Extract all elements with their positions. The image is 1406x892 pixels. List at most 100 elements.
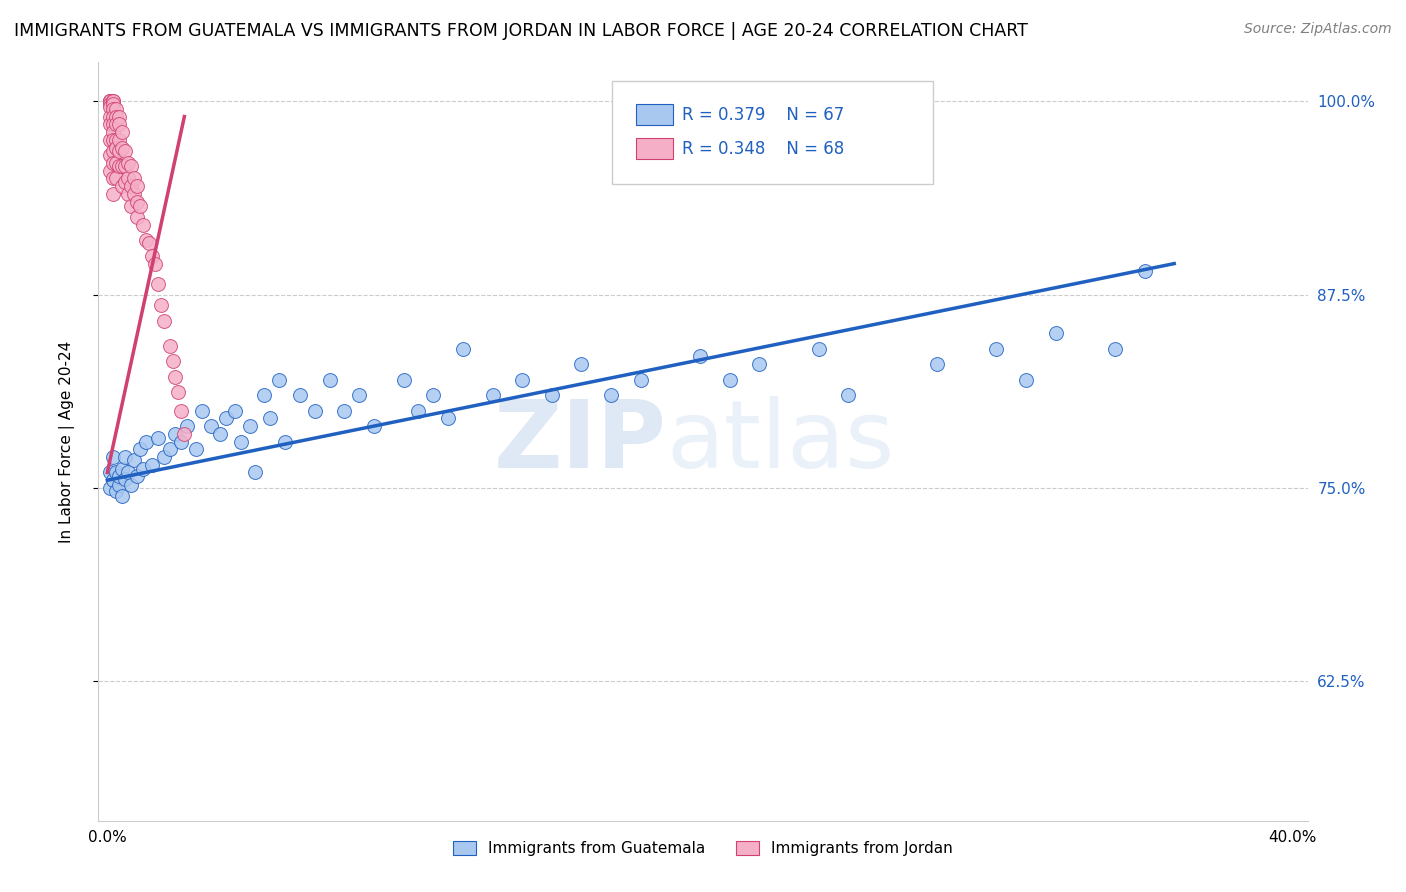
Point — [224, 403, 246, 417]
Point — [98, 133, 121, 147]
Point — [98, 117, 121, 131]
Point — [510, 373, 533, 387]
Point — [363, 419, 385, 434]
Point — [146, 432, 169, 446]
Point — [176, 419, 198, 434]
Point — [108, 117, 131, 131]
Point — [98, 97, 121, 112]
Point — [122, 171, 145, 186]
Point — [689, 350, 711, 364]
Point — [304, 403, 326, 417]
Point — [288, 388, 311, 402]
Point — [167, 384, 190, 399]
Point — [111, 125, 134, 139]
Point — [111, 179, 134, 194]
Point — [165, 426, 187, 441]
Point — [143, 257, 166, 271]
Point — [105, 140, 128, 154]
Point — [200, 419, 222, 434]
Point — [108, 478, 131, 492]
Point — [98, 481, 121, 495]
Point — [103, 133, 125, 147]
Point — [451, 342, 474, 356]
Point — [159, 338, 181, 352]
Text: IMMIGRANTS FROM GUATEMALA VS IMMIGRANTS FROM JORDAN IN LABOR FORCE | AGE 20-24 C: IMMIGRANTS FROM GUATEMALA VS IMMIGRANTS … — [14, 22, 1028, 40]
Point — [135, 233, 157, 247]
Point — [159, 442, 181, 457]
Text: ZIP: ZIP — [494, 395, 666, 488]
Point — [117, 186, 139, 201]
Point — [103, 171, 125, 186]
Point — [173, 426, 195, 441]
Point — [146, 277, 169, 291]
Point — [98, 94, 121, 108]
Point — [630, 373, 652, 387]
Point — [114, 175, 136, 189]
Point — [986, 342, 1008, 356]
Point — [215, 411, 238, 425]
Point — [141, 458, 163, 472]
Point — [98, 94, 121, 108]
Point — [170, 403, 193, 417]
Point — [191, 403, 214, 417]
Point — [748, 357, 770, 371]
Point — [108, 110, 131, 124]
Point — [1015, 373, 1038, 387]
Point — [120, 478, 142, 492]
Point — [135, 434, 157, 449]
Point — [540, 388, 562, 402]
Point — [98, 100, 121, 114]
Point — [149, 298, 172, 312]
Point — [105, 156, 128, 170]
Point — [120, 179, 142, 194]
Point — [392, 373, 415, 387]
Point — [108, 468, 131, 483]
Point — [111, 489, 134, 503]
Point — [132, 218, 155, 232]
Point — [333, 403, 356, 417]
Point — [600, 388, 623, 402]
Point — [105, 484, 128, 499]
Point — [105, 133, 128, 147]
Point — [274, 434, 297, 449]
Point — [152, 314, 174, 328]
Point — [98, 94, 121, 108]
Point — [122, 453, 145, 467]
Point — [186, 442, 208, 457]
Point — [103, 110, 125, 124]
Point — [105, 117, 128, 131]
Point — [481, 388, 503, 402]
Point — [117, 156, 139, 170]
Point — [208, 426, 231, 441]
Point — [141, 249, 163, 263]
Point — [105, 110, 128, 124]
Text: R = 0.348    N = 68: R = 0.348 N = 68 — [682, 140, 845, 158]
Point — [103, 450, 125, 464]
Point — [807, 342, 830, 356]
FancyBboxPatch shape — [613, 81, 932, 184]
Point — [105, 171, 128, 186]
Point — [120, 199, 142, 213]
Point — [571, 357, 593, 371]
Point — [103, 97, 125, 112]
Point — [103, 125, 125, 139]
Bar — [637, 104, 672, 126]
Point — [927, 357, 949, 371]
Point — [1104, 342, 1126, 356]
Point — [129, 199, 152, 213]
Point — [422, 388, 444, 402]
Point — [108, 159, 131, 173]
Point — [98, 163, 121, 178]
Point — [125, 210, 148, 224]
Point — [239, 419, 262, 434]
Point — [111, 159, 134, 173]
Point — [105, 102, 128, 116]
Point — [103, 102, 125, 116]
Point — [125, 179, 148, 194]
Point — [165, 369, 187, 384]
Point — [117, 171, 139, 186]
Point — [98, 110, 121, 124]
Point — [229, 434, 252, 449]
Point — [347, 388, 370, 402]
Point — [103, 186, 125, 201]
